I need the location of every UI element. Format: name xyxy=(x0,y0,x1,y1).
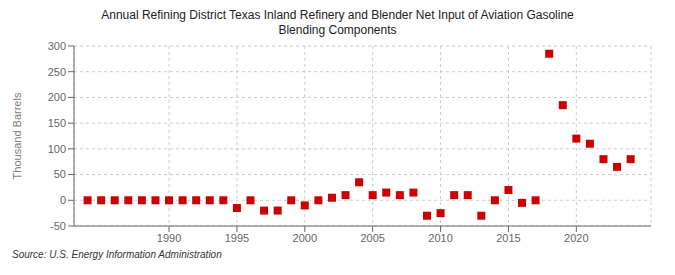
svg-text:2020: 2020 xyxy=(564,232,588,244)
svg-text:200: 200 xyxy=(48,91,66,103)
svg-text:2010: 2010 xyxy=(428,232,452,244)
html-text:Annual Refining District Texas: Annual Refining District Texas Inland Re… xyxy=(101,8,574,22)
svg-text:2005: 2005 xyxy=(360,232,384,244)
svg-text:150: 150 xyxy=(48,117,66,129)
svg-text:-50: -50 xyxy=(50,220,66,232)
html-text:Source: U.S. Energy Informatio: Source: U.S. Energy Information Administ… xyxy=(12,249,222,260)
svg-text:1995: 1995 xyxy=(225,232,249,244)
svg-text:100: 100 xyxy=(48,143,66,155)
svg-text:2015: 2015 xyxy=(496,232,520,244)
svg-text:Thousand Barrels: Thousand Barrels xyxy=(11,92,23,179)
svg-text:250: 250 xyxy=(48,66,66,78)
html-text:Blending Components: Blending Components xyxy=(278,23,397,37)
svg-text:300: 300 xyxy=(48,40,66,52)
svg-text:1990: 1990 xyxy=(157,232,181,244)
svg-text:2000: 2000 xyxy=(293,232,317,244)
svg-text:50: 50 xyxy=(54,168,66,180)
svg-text:0: 0 xyxy=(60,194,66,206)
